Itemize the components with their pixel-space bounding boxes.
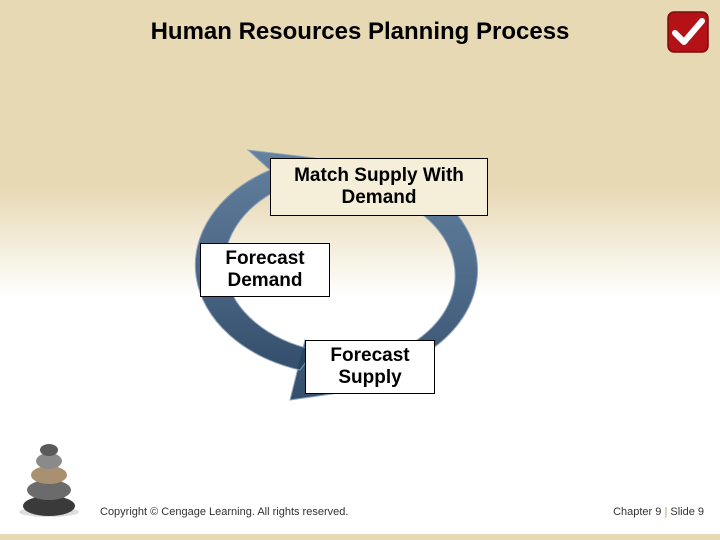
checkmark-icon xyxy=(664,8,712,56)
copyright-text: Copyright © Cengage Learning. All rights… xyxy=(100,506,348,518)
page-number: Chapter 9 | Slide 9 xyxy=(613,506,704,518)
node-label-line: Forecast xyxy=(225,248,304,270)
slide-title: Human Resources Planning Process xyxy=(0,18,720,46)
node-label-line: Demand xyxy=(228,270,303,292)
node-label-line: Forecast xyxy=(330,345,409,367)
node-match-supply-demand: Match Supply With Demand xyxy=(270,158,488,216)
node-forecast-supply: Forecast Supply xyxy=(305,340,435,394)
slide-label: Slide 9 xyxy=(670,506,704,518)
stacked-stones-icon xyxy=(14,438,84,518)
bottom-accent-bar xyxy=(0,534,720,540)
cycle-diagram: Match Supply With Demand Forecast Demand… xyxy=(130,140,590,440)
node-label-line: Demand xyxy=(342,187,417,209)
chapter-label: Chapter 9 xyxy=(613,506,661,518)
node-label-line: Supply xyxy=(338,367,401,389)
node-forecast-demand: Forecast Demand xyxy=(200,243,330,297)
node-label-line: Match Supply With xyxy=(294,165,464,187)
